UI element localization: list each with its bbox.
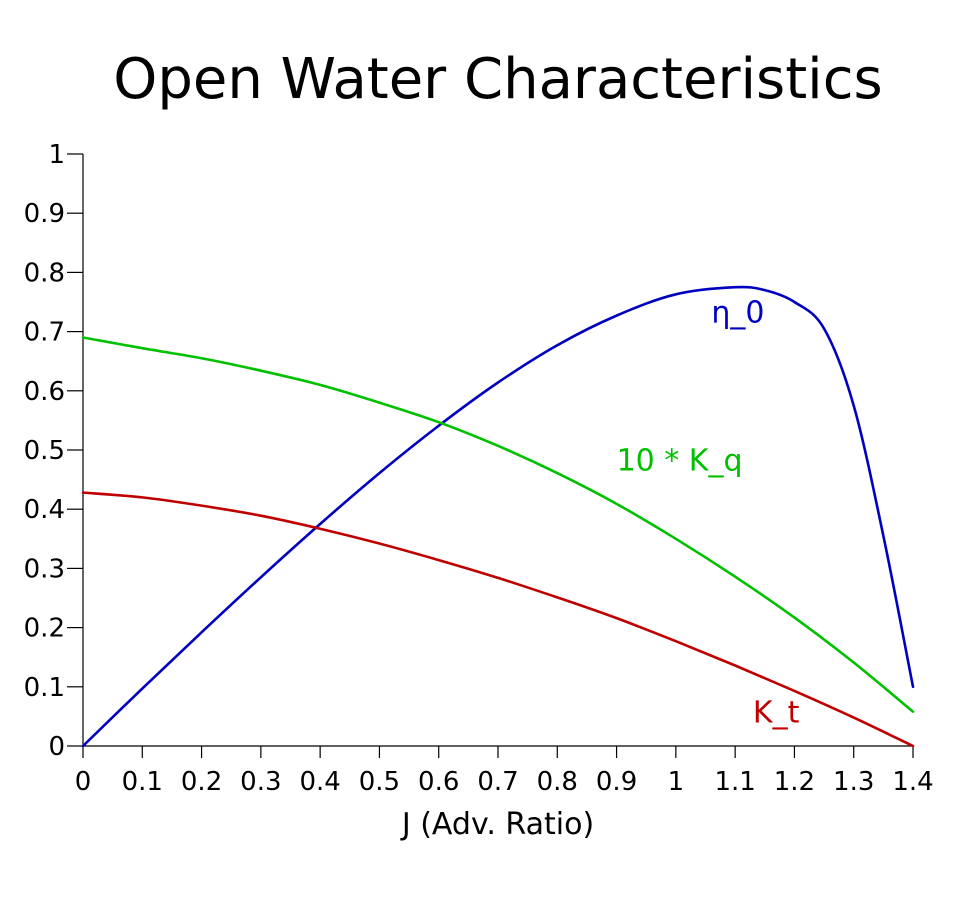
y-tick-label: 0.7 xyxy=(24,318,65,348)
series-line-2 xyxy=(81,491,915,748)
series-labels: η_0 10 * K_q K_t xyxy=(617,296,800,731)
series-label-1: 10 * K_q xyxy=(617,444,743,479)
y-tick-label: 0.8 xyxy=(24,258,65,288)
series-line-0 xyxy=(81,285,915,748)
chart-title: Open Water Characteristics xyxy=(113,47,882,112)
x-tick-label: 1.4 xyxy=(892,767,933,797)
y-tick-label: 0 xyxy=(48,732,65,762)
x-tick-label: 0.4 xyxy=(299,767,340,797)
x-tick-label: 0.9 xyxy=(596,767,637,797)
series-group xyxy=(81,285,915,748)
x-tick-label: 0.1 xyxy=(122,767,163,797)
y-tick-label: 0.6 xyxy=(24,377,65,407)
series-label-0: η_0 xyxy=(711,296,764,331)
series-line-1 xyxy=(81,336,915,713)
series-label-2: K_t xyxy=(753,695,800,730)
y-tick-label: 0.9 xyxy=(24,199,65,229)
x-tick-label: 0.8 xyxy=(537,767,578,797)
y-tick-label: 0.4 xyxy=(24,495,65,525)
x-tick-label: 1.1 xyxy=(714,767,755,797)
x-tick-label: 0.3 xyxy=(240,767,281,797)
y-tick-label: 1 xyxy=(48,140,65,170)
y-tick-label: 0.5 xyxy=(24,436,65,466)
y-tick-label: 0.1 xyxy=(24,673,65,703)
x-tick-label: 1.3 xyxy=(833,767,874,797)
x-axis-title: J (Adv. Ratio) xyxy=(400,807,594,842)
x-tick-label: 1.2 xyxy=(774,767,815,797)
x-tick-label: 0 xyxy=(75,767,92,797)
y-tick-label: 0.3 xyxy=(24,554,65,584)
y-tick-label: 0.2 xyxy=(24,614,65,644)
x-tick-label: 1 xyxy=(668,767,685,797)
x-tick-label: 0.2 xyxy=(181,767,222,797)
x-ticks: 0 0.1 0.2 0.3 0.4 0.5 0.6 0.7 0.8 0.9 1 1.1 1.2 1.3 1.… xyxy=(75,746,934,797)
x-tick-label: 0.7 xyxy=(477,767,518,797)
x-tick-label: 0.5 xyxy=(359,767,400,797)
y-ticks: 0 0.1 0.2 0.3 0.4 0.5 0.6 0.7 0.8 0.9 1 xyxy=(24,140,83,762)
x-tick-label: 0.6 xyxy=(418,767,459,797)
axes xyxy=(82,154,913,747)
